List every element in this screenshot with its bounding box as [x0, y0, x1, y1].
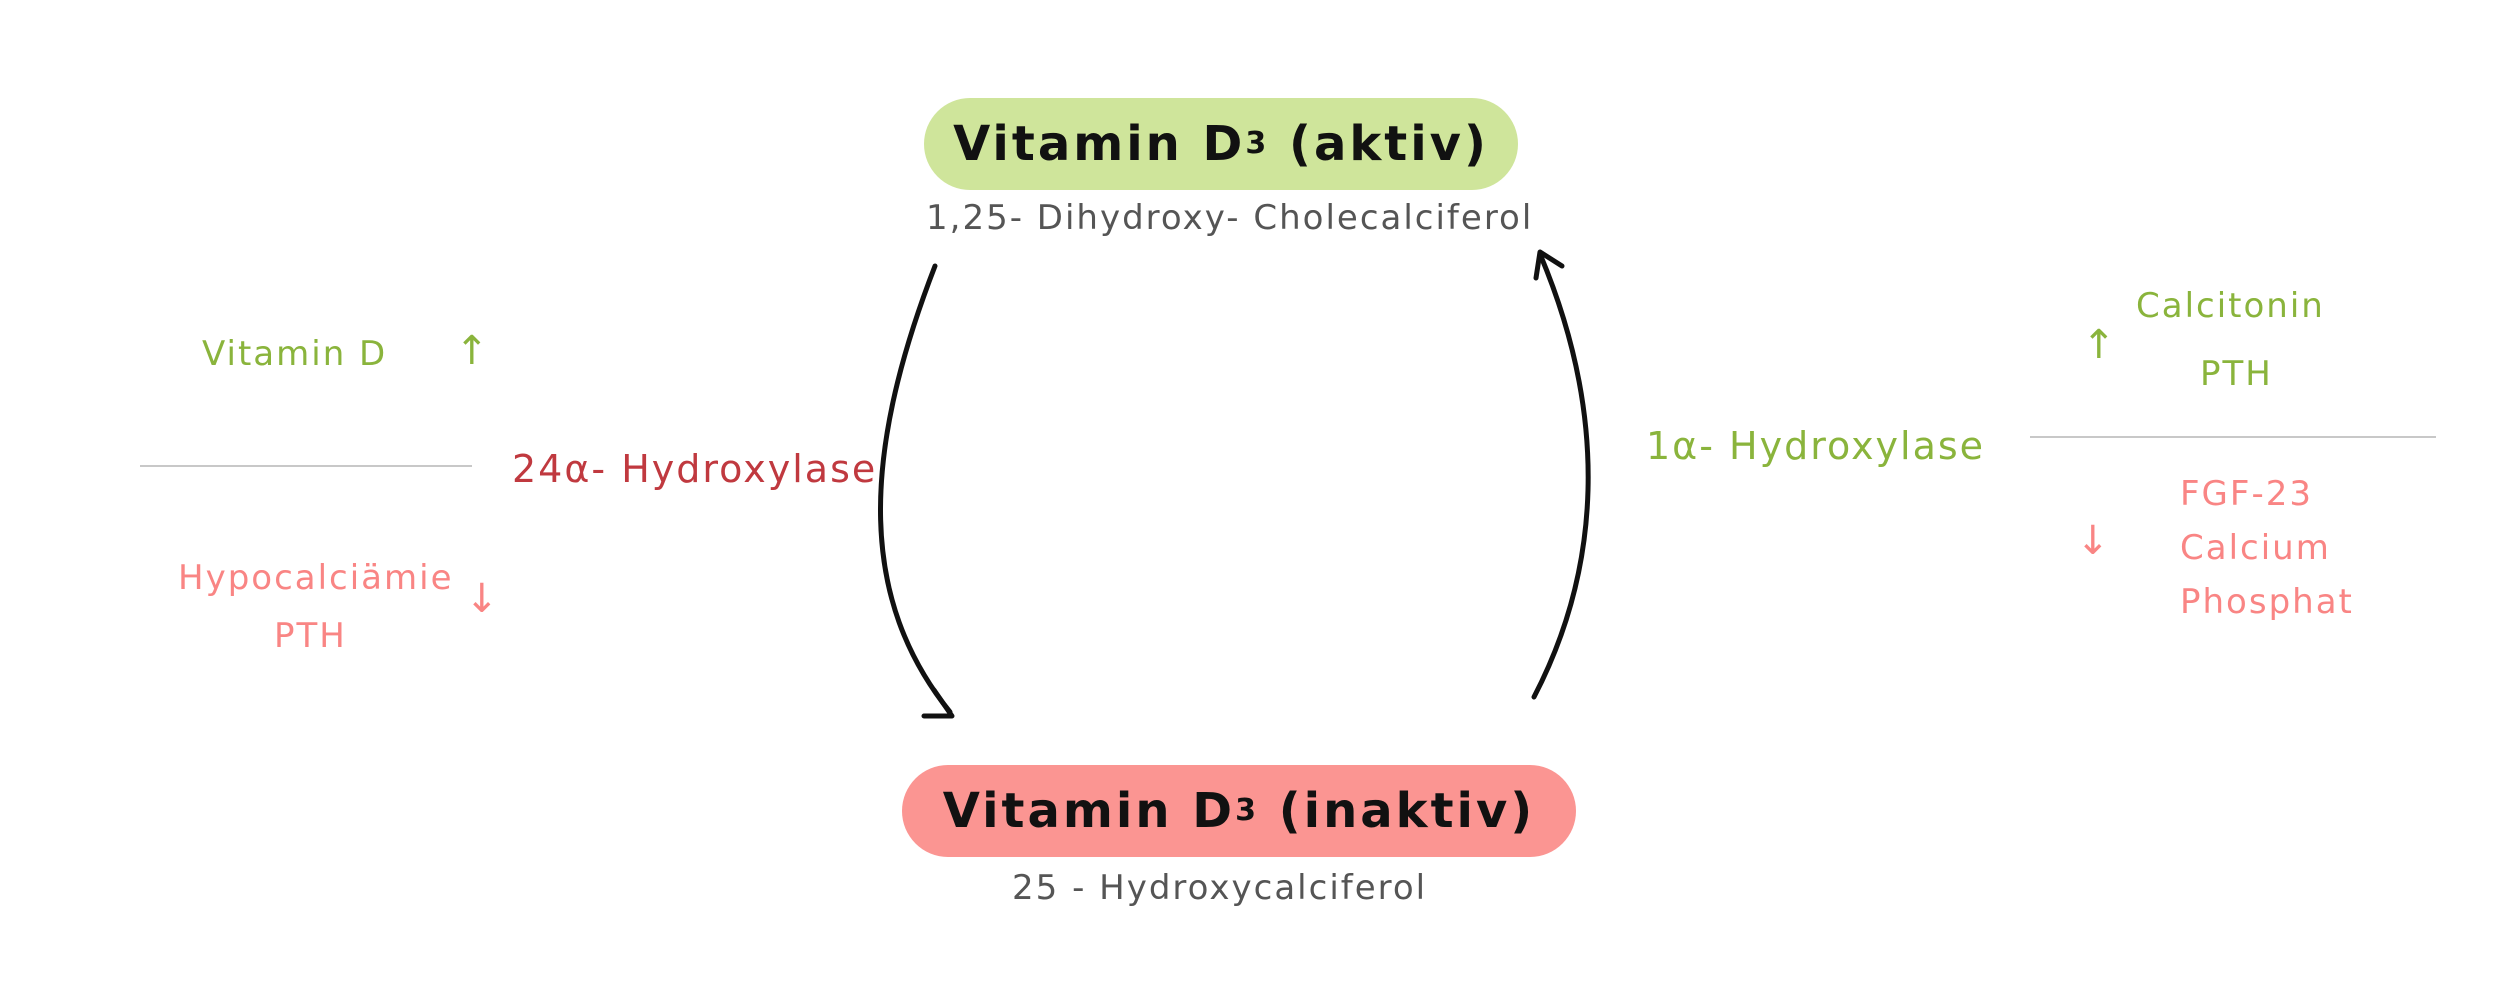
right-down-arrow-icon: ↓	[2076, 518, 2112, 564]
right-enzyme-label: 1α- Hydroxylase	[1646, 424, 1986, 468]
right-inhibitor-calcium: Calcium	[2180, 528, 2331, 568]
left-divider	[140, 465, 472, 467]
right-inhibitor-phosphat: Phosphat	[2180, 582, 2354, 622]
active-state: (aktiv)	[1289, 116, 1489, 172]
inactive-chemical-name: 25 - Hydroxycalciferol	[1012, 868, 1428, 908]
left-activator-vitamin-d: Vitamin D	[202, 334, 388, 374]
right-arrowhead	[1533, 249, 1565, 281]
left-arrowhead	[921, 687, 955, 719]
right-up-arrow-icon: ↑	[2082, 322, 2118, 368]
right-inhibitor-fgf23: FGF-23	[2180, 474, 2313, 514]
left-enzyme-label: 24α- Hydroxylase	[512, 447, 878, 491]
left-up-arrow-icon: ↑	[455, 328, 491, 374]
left-inhibitor-hypocalciaemie: Hypocalciämie	[178, 558, 454, 598]
left-down-arrow-icon: ↓	[465, 576, 501, 622]
left-inhibitor-pth: PTH	[274, 616, 347, 656]
active-name: Vitamin D	[953, 116, 1246, 172]
left-curved-arrow	[877, 263, 953, 715]
right-curved-arrow	[1531, 251, 1591, 700]
inactive-state: (inaktiv)	[1278, 783, 1536, 839]
right-activator-calcitonin: Calcitonin	[2136, 286, 2325, 326]
inactive-name: Vitamin D	[942, 783, 1236, 839]
right-activator-pth: PTH	[2200, 354, 2273, 394]
right-divider	[2030, 436, 2436, 438]
active-chemical-name: 1,25- Dihydroxy- Cholecalciferol	[926, 198, 1534, 238]
